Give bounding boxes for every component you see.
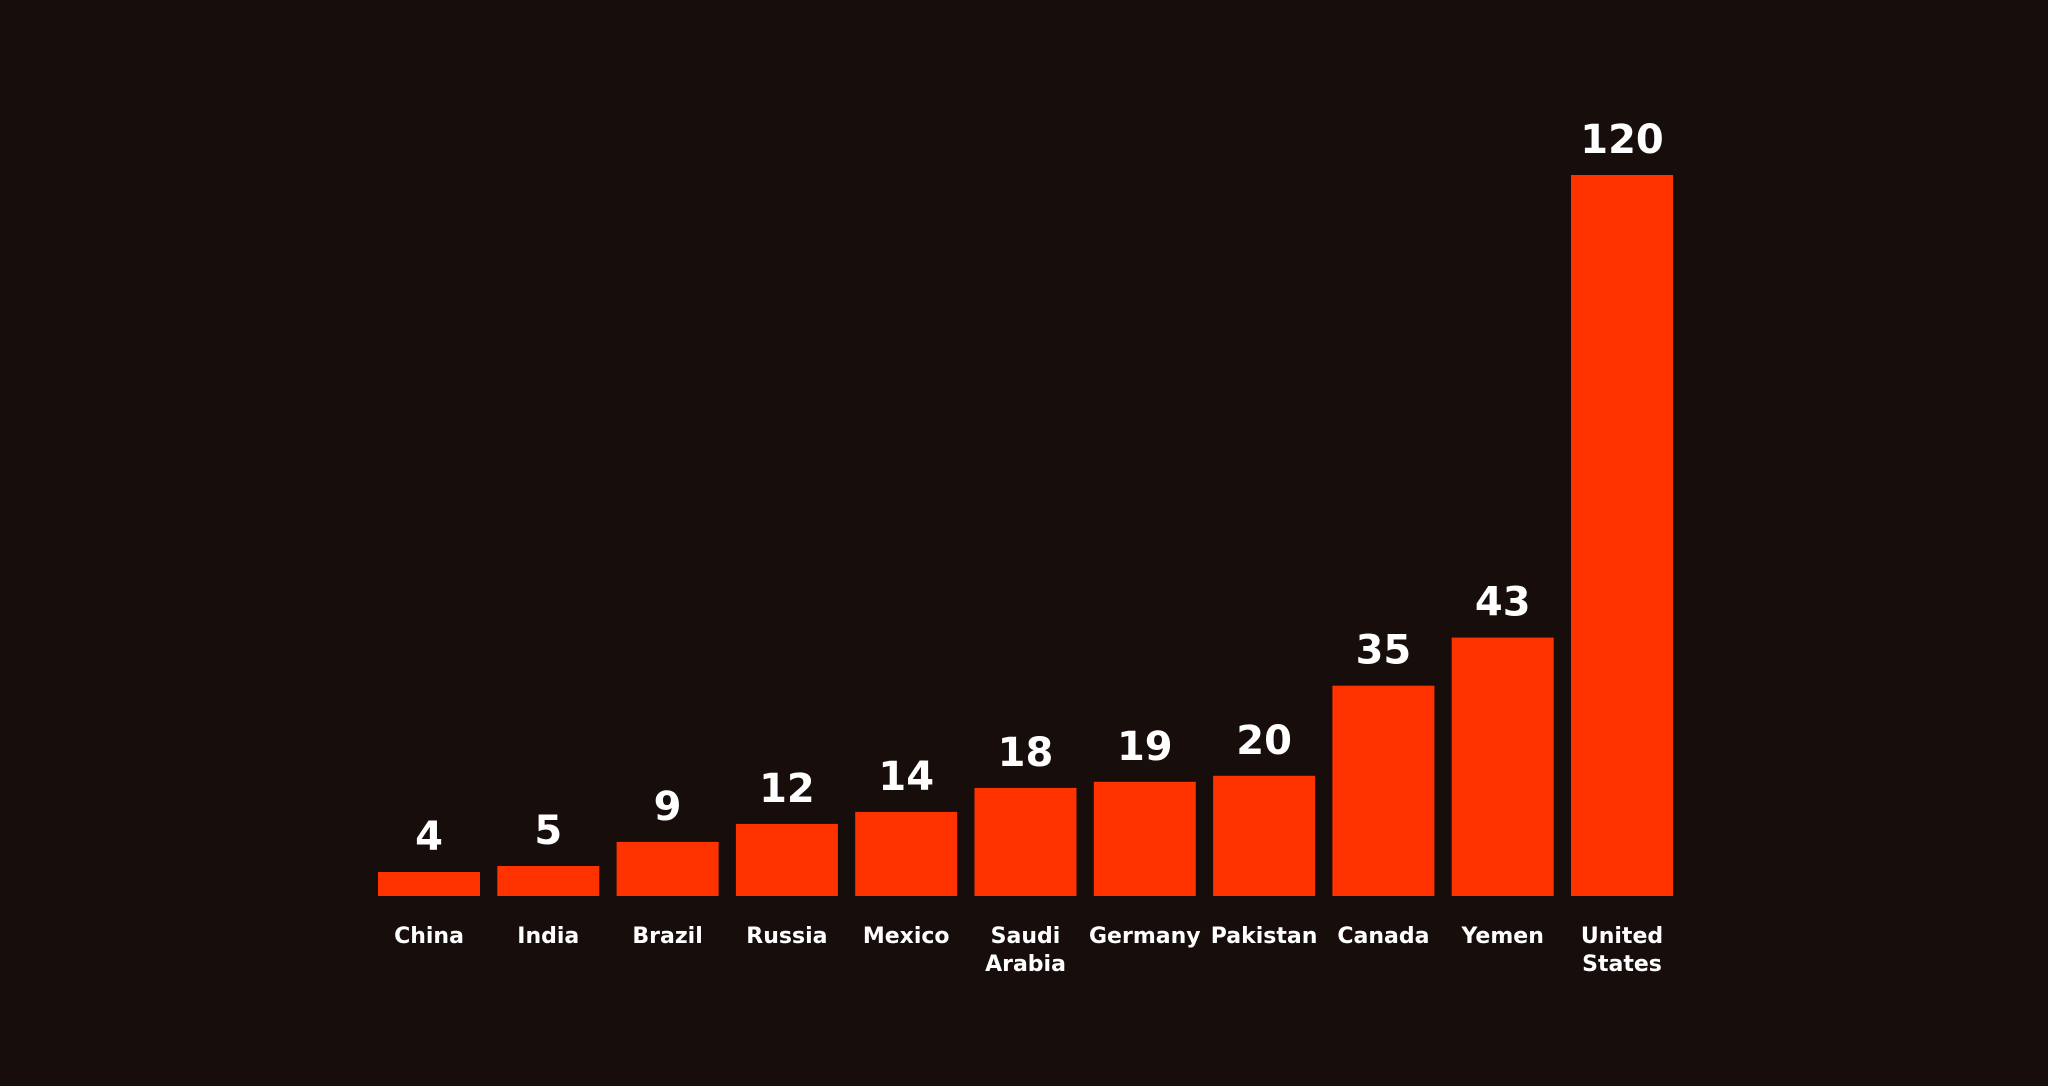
category-label-india: India xyxy=(517,924,579,949)
bar-china xyxy=(378,872,480,896)
value-label-saudi-arabia: 18 xyxy=(998,730,1054,776)
category-label-united-states: United States xyxy=(1581,924,1663,977)
category-labels-group: China India Brazil Russia Mexico Saudi Arabia G… xyxy=(394,924,1663,977)
category-label-yemen: Yemen xyxy=(1461,924,1544,949)
category-label-mexico: Mexico xyxy=(863,924,950,949)
value-label-germany: 19 xyxy=(1117,724,1173,770)
category-label-canada: Canada xyxy=(1337,924,1429,949)
bars-group xyxy=(378,175,1673,896)
bar-mexico xyxy=(855,811,958,896)
bar-saudi-arabia xyxy=(974,787,1077,896)
value-label-russia: 12 xyxy=(759,766,815,812)
bar-brazil xyxy=(616,841,719,896)
value-label-canada: 35 xyxy=(1356,628,1412,674)
value-label-pakistan: 20 xyxy=(1236,718,1292,764)
value-label-mexico: 14 xyxy=(878,754,934,800)
value-label-china: 4 xyxy=(415,814,443,860)
value-label-india: 5 xyxy=(534,808,562,854)
value-labels-group: 4 5 9 12 14 18 19 20 35 43 120 xyxy=(415,117,1664,860)
category-label-brazil: Brazil xyxy=(632,924,702,949)
category-label-saudi-arabia: Saudi Arabia xyxy=(985,924,1066,977)
bar-united-states xyxy=(1571,175,1673,896)
category-label-germany: Germany xyxy=(1089,924,1201,949)
bar-yemen xyxy=(1451,637,1554,896)
value-label-brazil: 9 xyxy=(654,784,682,830)
category-label-pakistan: Pakistan xyxy=(1211,924,1318,949)
category-label-russia: Russia xyxy=(746,924,827,949)
value-label-united-states: 120 xyxy=(1580,117,1664,163)
category-label-china: China xyxy=(394,924,464,949)
bar-russia xyxy=(735,823,838,896)
bar-germany xyxy=(1093,781,1196,896)
value-label-yemen: 43 xyxy=(1475,580,1531,626)
bar-canada xyxy=(1332,685,1435,896)
bar-india xyxy=(497,866,600,896)
bar-pakistan xyxy=(1213,775,1316,896)
